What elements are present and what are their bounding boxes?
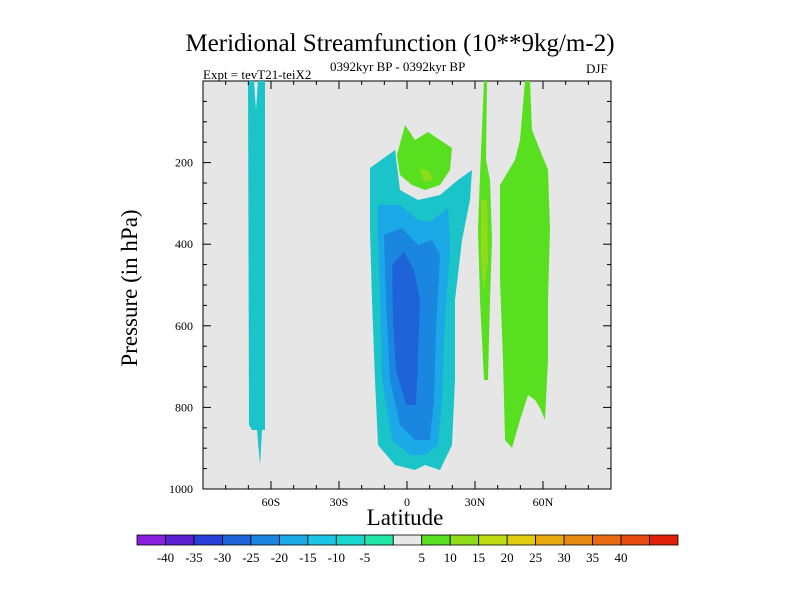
colorbar-swatch (222, 534, 252, 546)
x-tick-label: 30S (330, 495, 349, 509)
colorbar-swatch (136, 534, 166, 546)
season-label: DJF (586, 61, 608, 76)
colorbar-swatch (392, 534, 423, 546)
colorbar-swatch (421, 534, 451, 546)
chart-title: Meridional Streamfunction (10**9kg/m-2) (185, 30, 615, 57)
contour-polar-south (248, 81, 265, 465)
colorbar-label: 20 (501, 550, 514, 565)
y-ticks (203, 100, 611, 490)
colorbar-label: -15 (299, 550, 316, 565)
colorbar-swatch (535, 534, 565, 546)
colorbar-label: -10 (328, 550, 345, 565)
colorbar (136, 534, 679, 546)
contour-neg15-right (424, 268, 434, 405)
colorbar-label: 35 (586, 550, 599, 565)
colorbar-swatch (250, 534, 280, 546)
colorbar-label: 40 (615, 550, 628, 565)
colorbar-labels: -40 -35 -30 -25 -20 -15 -10 -5 5 10 15 20 25 30 35 40 (157, 550, 628, 565)
x-axis-label: Latitude (366, 505, 444, 530)
contour-neg20 (392, 252, 420, 405)
colorbar-swatch (649, 534, 679, 546)
colorbar-swatch (449, 534, 480, 546)
contour-pos5-midlat (500, 81, 550, 448)
colorbar-label: 25 (529, 550, 542, 565)
contour-pos10-30n (481, 200, 488, 290)
contour-pos10-upper (420, 168, 432, 182)
colorbar-label: 15 (472, 550, 485, 565)
y-tick-label: 1000 (169, 482, 193, 496)
y-tick-label: 800 (175, 400, 193, 414)
colorbar-label: -20 (271, 550, 288, 565)
colorbar-swatch (307, 534, 337, 546)
x-ticks (202, 81, 612, 489)
colorbar-swatch (364, 534, 394, 546)
colorbar-swatch (335, 534, 366, 546)
x-tick-label: 30N (465, 495, 486, 509)
contour-pos5-upper (397, 125, 452, 190)
y-tick-label: 600 (175, 319, 193, 333)
colorbar-swatch (278, 534, 309, 546)
y-tick-labels: 200 400 600 800 1000 (169, 156, 193, 496)
colorbar-label: -5 (359, 550, 370, 565)
y-tick-label: 400 (175, 237, 193, 251)
experiment-label: Expt = tevT21-teiX2 (203, 67, 312, 82)
x-tick-label: 60S (262, 495, 281, 509)
colorbar-label: -35 (185, 550, 202, 565)
colorbar-label: 10 (444, 550, 457, 565)
colorbar-label: -25 (242, 550, 259, 565)
colorbar-swatch (165, 534, 195, 546)
colorbar-label: 5 (418, 550, 425, 565)
colorbar-label: 30 (558, 550, 571, 565)
colorbar-swatch (563, 534, 593, 546)
x-tick-labels: 60S 30S 0 30N 60N (262, 495, 554, 509)
colorbar-swatch (478, 534, 508, 546)
colorbar-swatch (506, 534, 537, 546)
x-tick-label: 60N (533, 495, 554, 509)
colorbar-swatch (193, 534, 223, 546)
colorbar-swatch (592, 534, 622, 546)
y-tick-label: 200 (175, 156, 193, 170)
colorbar-label: -40 (157, 550, 174, 565)
colorbar-swatch (620, 534, 650, 546)
colorbar-label: -30 (214, 550, 231, 565)
x-tick-label: 0 (404, 495, 410, 509)
period-label: 0392kyr BP - 0392kyr BP (330, 59, 466, 74)
